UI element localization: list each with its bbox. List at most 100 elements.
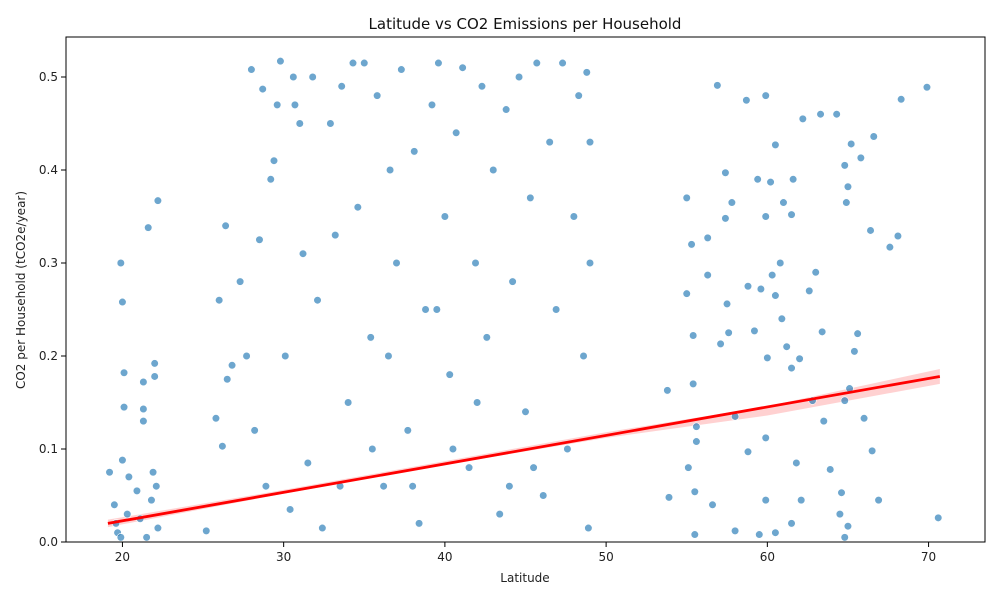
trend-line-layer <box>107 375 941 525</box>
scatter-point <box>215 296 224 305</box>
y-tick-label: 0.4 <box>39 163 58 177</box>
scatter-point <box>142 533 151 542</box>
scatter-point <box>840 161 849 170</box>
scatter-point <box>273 100 282 109</box>
scatter-point <box>690 487 699 496</box>
scatter-point <box>473 398 482 407</box>
scatter-point <box>853 329 862 338</box>
scatter-point <box>585 258 595 268</box>
scatter-point <box>692 422 701 431</box>
scatter-point <box>819 416 828 426</box>
scatter-point <box>308 72 317 82</box>
scatter-point <box>477 82 487 91</box>
scatter-point <box>153 196 162 205</box>
scatter-point <box>818 327 827 336</box>
scatter-point <box>508 277 517 286</box>
scatter-point <box>789 175 798 184</box>
scatter-point <box>452 128 461 137</box>
scatter-point <box>776 258 785 268</box>
scatter-point <box>290 100 300 109</box>
scatter-point <box>787 519 796 528</box>
scatter-point <box>397 65 406 74</box>
scatter-point <box>689 331 698 340</box>
scatter-point <box>227 361 237 370</box>
scatter-point <box>331 230 340 240</box>
scatter-point <box>692 437 701 446</box>
scatter-point <box>298 249 308 258</box>
scatter-point <box>132 486 142 495</box>
scatter-point <box>211 414 221 423</box>
scatter-point <box>139 404 148 414</box>
scatter-point <box>716 339 725 349</box>
scatter-point <box>421 305 430 314</box>
scatter-point <box>859 414 869 423</box>
scatter-point <box>708 500 717 509</box>
scatter-point <box>489 165 498 175</box>
scatter-point <box>119 403 129 412</box>
scatter-point <box>139 377 148 387</box>
scatter-point <box>805 286 814 295</box>
scatter-point <box>385 165 395 175</box>
scatter-point <box>874 496 883 505</box>
scatter-point <box>777 314 786 323</box>
scatter-point <box>505 482 514 491</box>
scatter-point <box>766 177 775 187</box>
scatter-point <box>326 119 335 128</box>
scatter-point <box>269 156 279 165</box>
scatter-point <box>684 463 693 472</box>
scatter-point <box>427 100 437 109</box>
scatter-point <box>410 147 419 156</box>
scatter-point <box>782 342 791 351</box>
scatter-point <box>689 379 698 388</box>
scatter-point <box>247 65 256 74</box>
scatter-point <box>392 258 401 268</box>
scatter-point <box>835 509 844 519</box>
scatter-point <box>116 533 125 542</box>
scatter-point <box>289 72 298 82</box>
scatter-point <box>811 268 820 277</box>
y-tick-label: 0.0 <box>39 535 58 549</box>
scatter-point <box>768 270 777 280</box>
scatter-point <box>724 328 733 337</box>
scatter-point <box>897 95 906 104</box>
scatter-point <box>771 528 780 537</box>
scatter-point <box>532 58 541 68</box>
scatter-point <box>843 182 853 191</box>
scatter-point <box>721 214 730 223</box>
scatter-point <box>797 496 806 505</box>
scatter-point <box>384 351 393 361</box>
scatter-point <box>223 375 232 384</box>
scatter-point <box>458 63 467 72</box>
scatter-point <box>502 105 511 114</box>
points-layer <box>105 57 943 542</box>
scatter-point <box>664 493 674 502</box>
y-axis-title: CO2 per Household (tCO2e/year) <box>14 191 28 389</box>
scatter-point <box>242 351 251 361</box>
scatter-point <box>261 482 271 491</box>
scatter-point <box>514 72 524 82</box>
x-axis-title: Latitude <box>500 571 549 585</box>
scatter-point <box>856 153 865 163</box>
y-axis: 0.0 0.1 0.2 0.3 0.4 0.5 <box>39 70 66 549</box>
scatter-point <box>150 359 159 368</box>
scatter-point <box>727 198 736 207</box>
scatter-point <box>585 137 595 147</box>
scatter-point <box>868 446 877 455</box>
scatter-point <box>521 407 530 416</box>
scatter-point <box>756 284 765 294</box>
scatter-point <box>687 240 696 249</box>
scatter-point <box>787 363 796 373</box>
scatter-point <box>539 491 548 500</box>
scatter-point <box>922 83 932 92</box>
scatter-point <box>771 140 780 149</box>
scatter-point <box>144 223 153 232</box>
scatter-point <box>360 58 369 68</box>
scatter-point <box>124 472 133 481</box>
scatter-point <box>118 297 127 307</box>
scatter-point <box>434 58 443 68</box>
scatter-point <box>761 212 770 221</box>
scatter-point <box>840 396 849 405</box>
x-tick-label: 30 <box>276 550 291 564</box>
chart-title: Latitude vs CO2 Emissions per Household <box>369 15 682 33</box>
